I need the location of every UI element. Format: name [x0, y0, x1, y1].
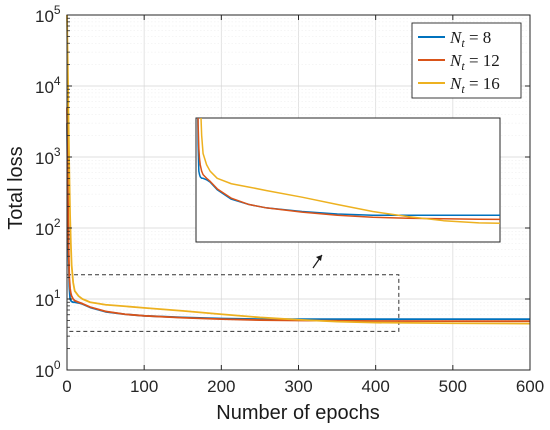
y-tick-label: 105: [35, 3, 61, 26]
y-tick-label: 100: [35, 358, 61, 381]
zoom-arrow-head: [316, 255, 322, 261]
legend-entry-2[interactable]: Nt = 12: [449, 51, 500, 73]
x-tick-label: 600: [516, 377, 544, 396]
inset-series-line-3: [200, 118, 500, 225]
legend-entry-1[interactable]: Nt = 8: [449, 28, 491, 50]
zoom-region-box: [66, 274, 400, 332]
series-line-3: [66, 14, 531, 325]
series-line-2: [66, 107, 531, 323]
y-tick-label: 101: [35, 287, 61, 310]
x-tick-label: 0: [62, 377, 71, 396]
legend-entry-3[interactable]: Nt = 16: [449, 74, 500, 96]
series-layer: [66, 14, 531, 325]
inset-series-line-2: [197, 118, 500, 221]
y-tick-label: 102: [35, 216, 61, 239]
x-tick-label: 300: [284, 377, 312, 396]
inset: [195, 117, 501, 269]
y-tick-label: 103: [35, 145, 61, 168]
x-tick-label: 200: [207, 377, 235, 396]
x-tick-label: 500: [439, 377, 467, 396]
zoom-box: [66, 274, 400, 332]
x-axis-label: Number of epochs: [216, 402, 379, 424]
y-tick-label: 104: [35, 74, 61, 97]
x-tick-label: 400: [361, 377, 389, 396]
x-tick-label: 100: [130, 377, 158, 396]
inset-box: [195, 117, 501, 243]
axis-labels: Number of epochs Total loss: [5, 146, 380, 424]
inset-series: [197, 118, 500, 225]
y-axis-label: Total loss: [5, 146, 27, 229]
